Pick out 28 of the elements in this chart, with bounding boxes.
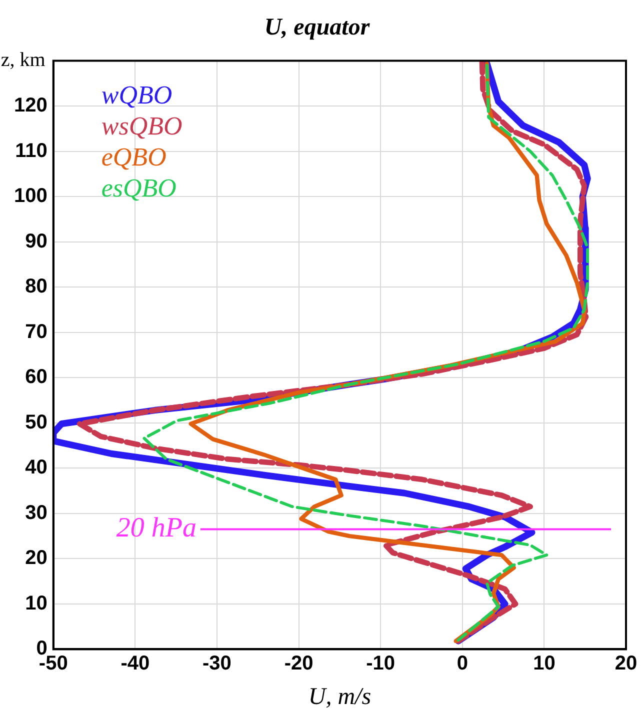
x-tick-label: -30 [202, 652, 232, 675]
y-tick-label: 80 [25, 276, 48, 298]
chart-title: U, equator [264, 14, 370, 41]
y-tick-label: 60 [25, 366, 48, 388]
y-axis-title: z, km [0, 49, 46, 72]
y-tick-label: 100 [14, 185, 48, 208]
text: esQBO [101, 174, 177, 203]
y-tick-label: 40 [25, 456, 48, 479]
x-tick-label: -10 [366, 652, 396, 675]
y-tick-label: 90 [25, 230, 48, 252]
x-axis-title: U, m/s [308, 684, 372, 710]
x-tick-label: -20 [284, 652, 314, 675]
y-tick-label: 50 [25, 411, 48, 434]
y-tick-label: 30 [25, 502, 48, 524]
y-tick-label: 70 [25, 320, 48, 343]
ref-line-label: 20 hPa [116, 512, 196, 544]
x-tick-label: -40 [120, 652, 150, 675]
y-tick-label: 0 [36, 638, 48, 660]
text: wQBO [101, 80, 172, 110]
x-tick-label: 10 [533, 652, 556, 675]
y-tick-label: 120 [14, 94, 48, 117]
y-tick-label: 20 [25, 547, 48, 570]
x-tick-label: 20 [614, 652, 638, 675]
y-tick-label: 10 [25, 592, 48, 614]
text: eQBO [101, 142, 167, 172]
x-tick-label: 0 [456, 652, 468, 675]
y-tick-label: 110 [15, 140, 48, 162]
text: wsQBO [101, 112, 182, 141]
